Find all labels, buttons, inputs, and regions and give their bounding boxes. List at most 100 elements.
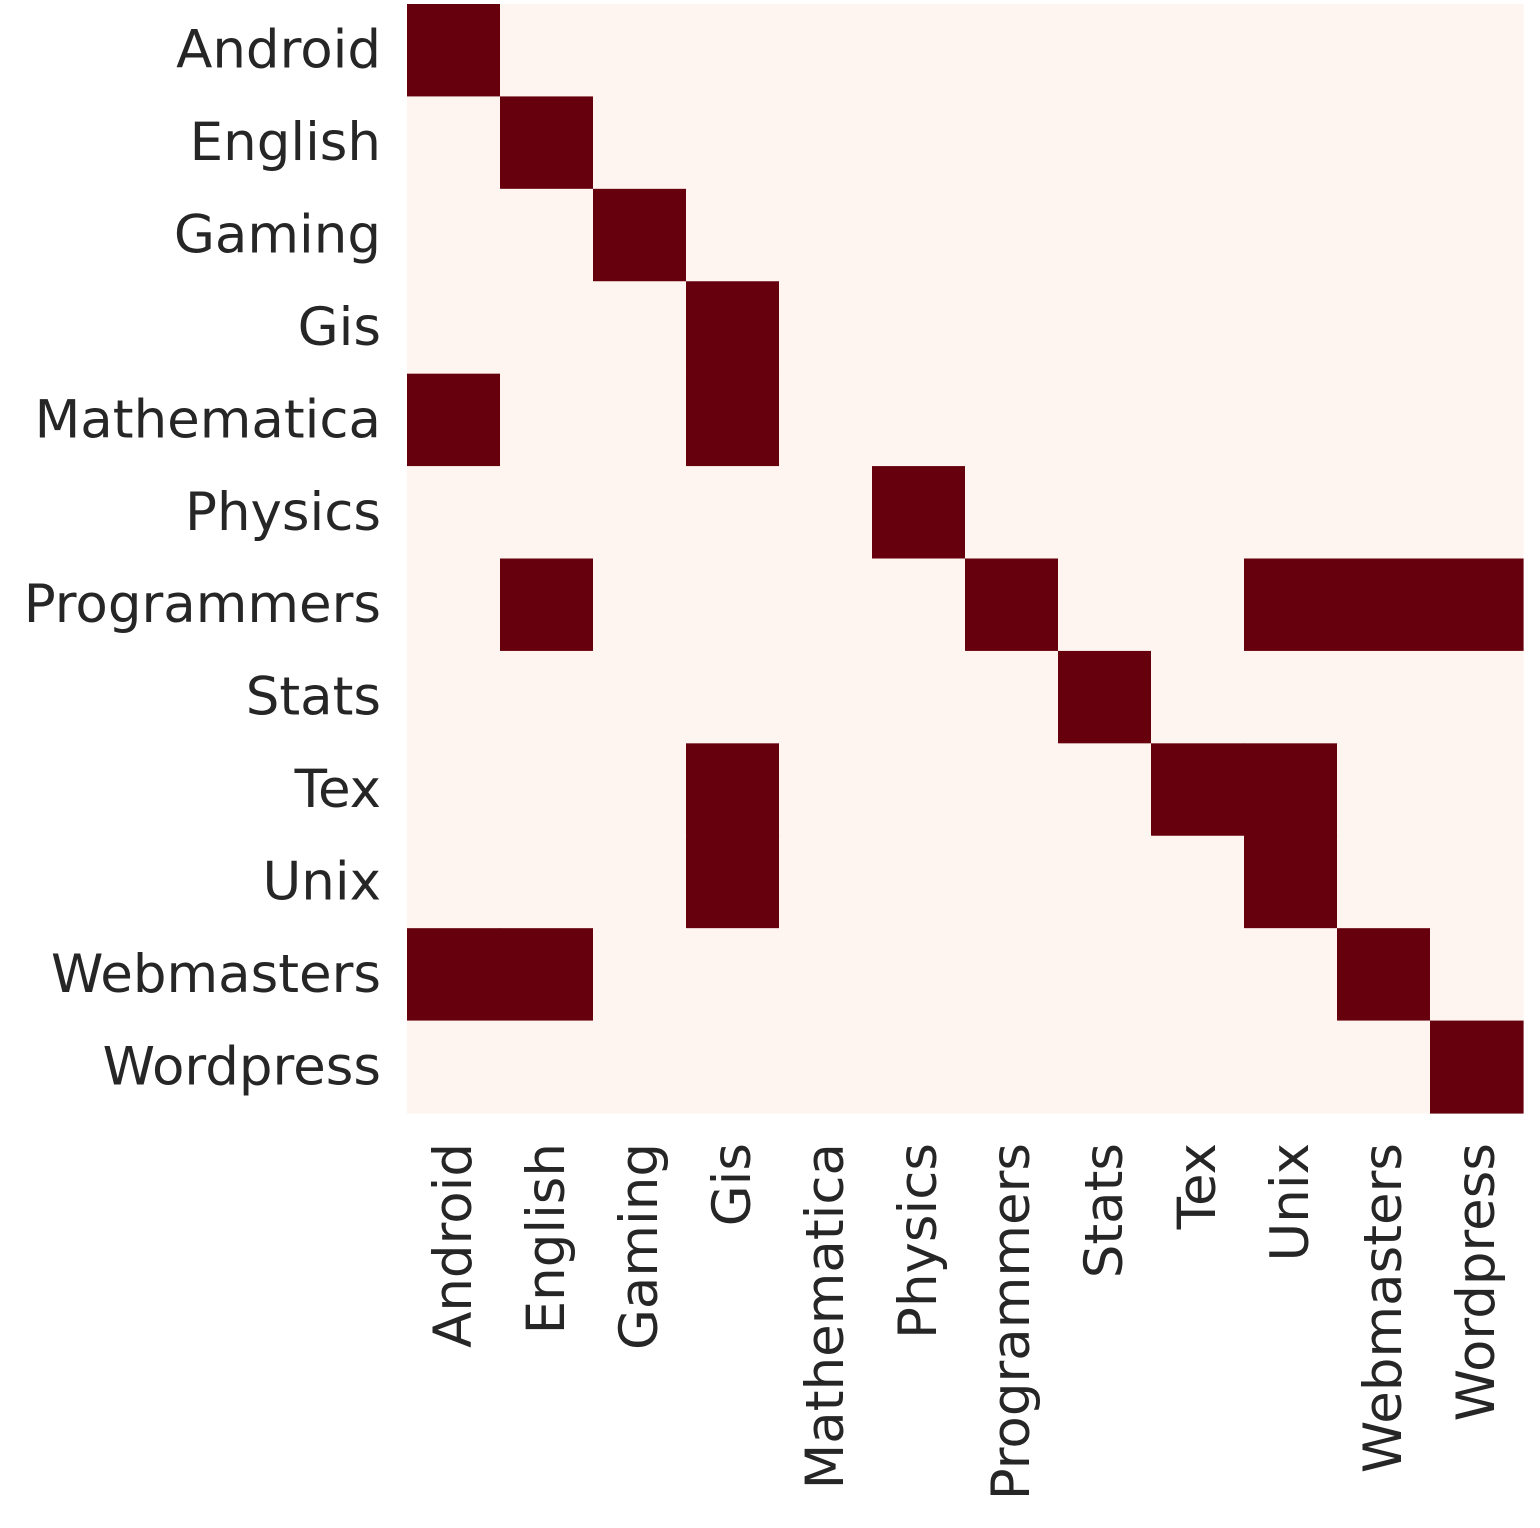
heatmap-cell xyxy=(500,835,594,929)
heatmap-cell xyxy=(1337,188,1431,282)
y-tick-label: Programmers xyxy=(24,574,381,635)
heatmap-cell xyxy=(1244,558,1338,652)
heatmap-cell xyxy=(686,835,780,929)
heatmap-cell xyxy=(779,466,873,560)
x-tick-label: Stats xyxy=(1074,1143,1135,1278)
heatmap-cell xyxy=(872,188,966,282)
heatmap-cell xyxy=(1244,281,1338,375)
heatmap-cell xyxy=(686,188,780,282)
heatmap-cell xyxy=(1337,96,1431,190)
heatmap-cell xyxy=(686,928,780,1022)
y-tick-label: Tex xyxy=(294,759,381,820)
heatmap-cell xyxy=(1058,650,1152,744)
heatmap-cell xyxy=(500,466,594,560)
heatmap-cell xyxy=(872,558,966,652)
heatmap-cell xyxy=(965,928,1059,1022)
heatmap-cell xyxy=(1244,466,1338,560)
heatmap-cell xyxy=(965,373,1059,467)
heatmap-cell xyxy=(686,373,780,467)
heatmap-cell xyxy=(1244,1020,1338,1114)
heatmap-cell xyxy=(1151,558,1245,652)
heatmap-cell xyxy=(1244,188,1338,282)
heatmap-cell xyxy=(779,743,873,837)
heatmap-cell xyxy=(779,558,873,652)
heatmap-cell xyxy=(1058,96,1152,190)
heatmap-cell xyxy=(500,281,594,375)
heatmap-cell xyxy=(872,96,966,190)
heatmap-cell xyxy=(1337,928,1431,1022)
x-tick-label: Physics xyxy=(888,1143,949,1339)
heatmap-cell xyxy=(1151,96,1245,190)
y-tick-label: Wordpress xyxy=(103,1036,381,1097)
heatmap-cell xyxy=(965,743,1059,837)
heatmap-cell xyxy=(686,1020,780,1114)
heatmap-cell xyxy=(686,558,780,652)
heatmap-cell xyxy=(593,4,687,98)
heatmap-cell xyxy=(965,835,1059,929)
heatmap-cell xyxy=(1337,4,1431,98)
heatmap-cell xyxy=(1151,743,1245,837)
heatmap-cell xyxy=(593,650,687,744)
heatmap-cell xyxy=(407,4,501,98)
heatmap-cell xyxy=(872,835,966,929)
y-tick-label: Android xyxy=(176,20,381,81)
heatmap-cell xyxy=(407,281,501,375)
heatmap-cell xyxy=(500,650,594,744)
heatmap-cell xyxy=(1430,835,1524,929)
heatmap-cell xyxy=(1151,650,1245,744)
heatmap-cell xyxy=(500,373,594,467)
heatmap-cell xyxy=(407,650,501,744)
x-tick-labels: Android English Gaming Gis Mathematica Physic… xyxy=(423,1143,1507,1500)
heatmap-cell xyxy=(500,4,594,98)
heatmap-cell xyxy=(872,466,966,560)
heatmap-cell xyxy=(500,928,594,1022)
x-tick-label: Gaming xyxy=(609,1143,670,1350)
heatmap-cell xyxy=(779,1020,873,1114)
heatmap-cell xyxy=(1151,835,1245,929)
heatmap-cell xyxy=(1430,743,1524,837)
heatmap-cell xyxy=(1151,188,1245,282)
heatmap-cell xyxy=(593,1020,687,1114)
heatmap-cell xyxy=(965,96,1059,190)
heatmap-cell xyxy=(1337,835,1431,929)
heatmap-cell xyxy=(1058,1020,1152,1114)
heatmap-cell xyxy=(779,4,873,98)
x-tick-label: Webmasters xyxy=(1353,1143,1414,1473)
heatmap-cell xyxy=(686,96,780,190)
heatmap-cell xyxy=(965,188,1059,282)
heatmap-cell xyxy=(965,558,1059,652)
heatmap-cell xyxy=(1058,835,1152,929)
y-tick-label: Gaming xyxy=(174,205,381,266)
heatmap-cell xyxy=(1151,4,1245,98)
heatmap-cell xyxy=(1430,1020,1524,1114)
y-tick-label: Unix xyxy=(263,851,381,912)
heatmap-cell xyxy=(500,1020,594,1114)
heatmap-cell xyxy=(1337,743,1431,837)
x-tick-label: Unix xyxy=(1260,1143,1321,1261)
heatmap-cell xyxy=(779,96,873,190)
heatmap-cell xyxy=(407,1020,501,1114)
heatmap-cell xyxy=(872,281,966,375)
heatmap-cell xyxy=(1244,650,1338,744)
heatmap-cell xyxy=(1244,835,1338,929)
heatmap-cell xyxy=(1058,466,1152,560)
heatmap-cell xyxy=(407,928,501,1022)
heatmap-cell xyxy=(500,558,594,652)
heatmap-cell xyxy=(1151,928,1245,1022)
heatmap-cell xyxy=(1430,4,1524,98)
heatmap-cell xyxy=(686,650,780,744)
heatmap-cell xyxy=(965,281,1059,375)
heatmap-cell xyxy=(1151,373,1245,467)
heatmap-cell xyxy=(1058,373,1152,467)
heatmap-cell xyxy=(593,928,687,1022)
heatmap-cell xyxy=(686,743,780,837)
heatmap-cell xyxy=(407,835,501,929)
heatmap-cell xyxy=(1337,373,1431,467)
heatmap-cell xyxy=(1430,558,1524,652)
heatmap-cell xyxy=(407,558,501,652)
heatmap-cell xyxy=(500,743,594,837)
heatmap-cell xyxy=(965,4,1059,98)
y-tick-label: Stats xyxy=(246,667,381,728)
y-tick-label: Webmasters xyxy=(51,944,381,1005)
heatmap-cell xyxy=(1151,466,1245,560)
